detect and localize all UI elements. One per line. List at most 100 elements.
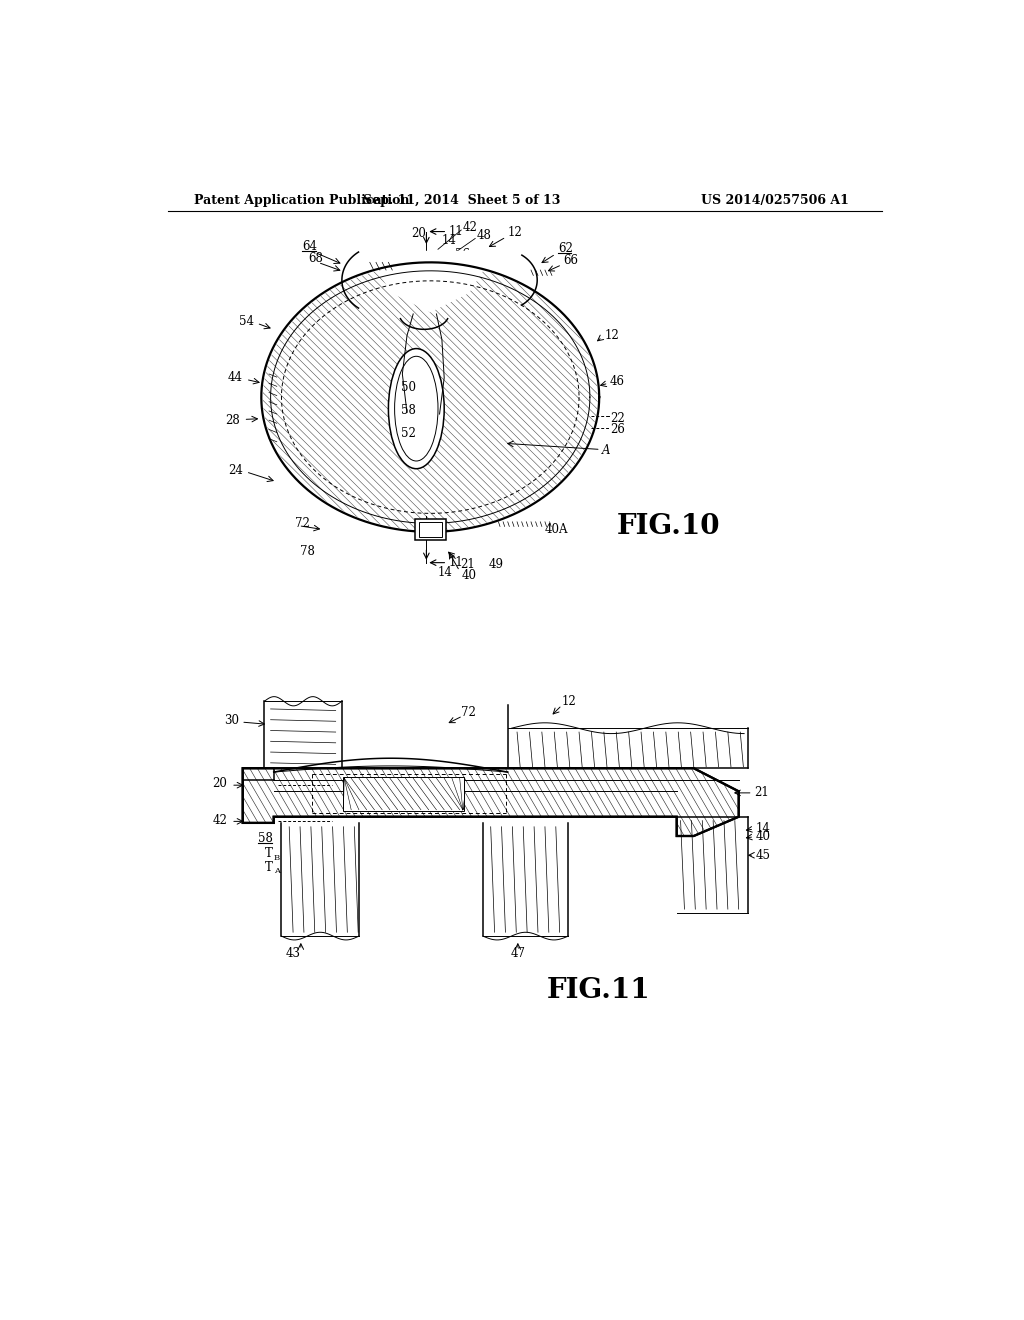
Polygon shape <box>243 768 738 836</box>
Polygon shape <box>243 768 738 836</box>
Text: 14: 14 <box>442 234 457 247</box>
Polygon shape <box>243 768 738 836</box>
Polygon shape <box>243 768 738 836</box>
Ellipse shape <box>263 264 598 531</box>
Ellipse shape <box>263 264 598 531</box>
Bar <box>343 777 464 810</box>
Text: 14: 14 <box>756 822 771 834</box>
Text: 68: 68 <box>308 252 323 265</box>
Polygon shape <box>243 768 738 836</box>
Polygon shape <box>243 768 738 836</box>
Polygon shape <box>243 768 738 836</box>
Ellipse shape <box>263 264 598 531</box>
Ellipse shape <box>263 264 598 531</box>
Ellipse shape <box>263 264 598 531</box>
Ellipse shape <box>263 264 598 531</box>
Polygon shape <box>243 768 738 836</box>
Polygon shape <box>243 768 738 836</box>
Polygon shape <box>243 768 738 836</box>
Polygon shape <box>243 768 738 836</box>
Bar <box>343 777 464 810</box>
Polygon shape <box>243 768 738 836</box>
Bar <box>419 521 442 537</box>
Polygon shape <box>243 768 738 836</box>
Ellipse shape <box>263 264 598 531</box>
Ellipse shape <box>263 264 598 531</box>
Ellipse shape <box>263 264 598 531</box>
Polygon shape <box>243 768 738 836</box>
Polygon shape <box>243 768 738 836</box>
Text: 64: 64 <box>302 240 317 252</box>
Ellipse shape <box>263 264 598 531</box>
Ellipse shape <box>263 264 598 531</box>
Ellipse shape <box>263 264 598 531</box>
Polygon shape <box>243 768 738 836</box>
Ellipse shape <box>263 264 598 531</box>
Text: US 2014/0257506 A1: US 2014/0257506 A1 <box>700 194 849 207</box>
Polygon shape <box>243 768 738 836</box>
Ellipse shape <box>263 264 598 531</box>
Ellipse shape <box>263 264 598 531</box>
Ellipse shape <box>263 264 598 531</box>
Polygon shape <box>243 768 738 836</box>
Ellipse shape <box>263 264 598 531</box>
Polygon shape <box>243 768 738 836</box>
Text: 20: 20 <box>212 777 227 791</box>
Ellipse shape <box>263 264 598 531</box>
Text: 42: 42 <box>212 814 227 828</box>
Polygon shape <box>243 768 738 836</box>
Polygon shape <box>243 768 738 836</box>
Text: 28: 28 <box>225 413 241 426</box>
Ellipse shape <box>263 264 598 531</box>
Polygon shape <box>243 768 738 836</box>
Text: 72: 72 <box>295 517 309 529</box>
Ellipse shape <box>263 264 598 531</box>
Bar <box>343 777 464 810</box>
Polygon shape <box>243 768 738 836</box>
Polygon shape <box>243 768 738 836</box>
Text: 40A: 40A <box>545 523 568 536</box>
Bar <box>343 777 464 810</box>
Polygon shape <box>243 768 738 836</box>
Text: 47: 47 <box>510 946 525 960</box>
Polygon shape <box>243 768 738 836</box>
Text: 30: 30 <box>224 714 239 727</box>
Polygon shape <box>243 768 738 836</box>
Polygon shape <box>243 768 738 836</box>
Text: 66: 66 <box>563 253 579 267</box>
Text: 20: 20 <box>412 227 426 240</box>
Ellipse shape <box>263 264 598 531</box>
Ellipse shape <box>263 264 598 531</box>
Bar <box>343 777 464 810</box>
Bar <box>343 777 464 810</box>
Text: 14: 14 <box>438 566 453 579</box>
Polygon shape <box>243 768 738 836</box>
Text: 40: 40 <box>461 569 476 582</box>
Bar <box>343 777 464 810</box>
Polygon shape <box>243 768 738 836</box>
Ellipse shape <box>263 264 598 531</box>
Text: FIG.10: FIG.10 <box>616 513 720 540</box>
Ellipse shape <box>263 264 598 531</box>
Polygon shape <box>243 768 738 836</box>
Ellipse shape <box>263 264 598 531</box>
Bar <box>343 777 464 810</box>
Polygon shape <box>243 768 738 836</box>
Polygon shape <box>243 768 738 836</box>
Ellipse shape <box>263 264 598 531</box>
Ellipse shape <box>263 264 598 531</box>
Text: 54: 54 <box>239 315 254 329</box>
Ellipse shape <box>263 264 598 531</box>
Bar <box>343 777 464 810</box>
Polygon shape <box>243 768 738 836</box>
Polygon shape <box>243 768 738 836</box>
Bar <box>343 777 464 810</box>
Polygon shape <box>243 768 738 836</box>
Polygon shape <box>243 768 738 836</box>
Ellipse shape <box>263 264 598 531</box>
Polygon shape <box>243 768 738 836</box>
Text: 58: 58 <box>258 832 273 845</box>
Text: 56: 56 <box>455 248 470 261</box>
Ellipse shape <box>263 264 598 531</box>
Polygon shape <box>243 768 738 836</box>
